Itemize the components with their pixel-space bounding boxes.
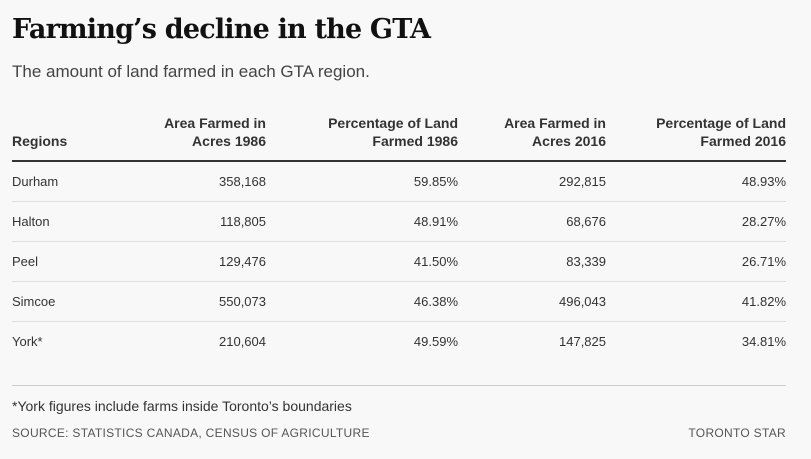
chart-subtitle: The amount of land farmed in each GTA re… <box>12 62 370 81</box>
table-row: Peel 129,476 41.50% 83,339 26.71% <box>12 241 786 282</box>
value-cell: 83,339 <box>458 241 606 282</box>
column-header-line: Acres 2016 <box>532 133 606 149</box>
value-cell: 34.81% <box>741 334 786 349</box>
footnote: *York figures include farms inside Toron… <box>12 398 352 414</box>
column-header: Area Farmed in Acres 1986 <box>112 114 266 162</box>
data-table: Regions Area Farmed in Acres 1986 Percentag… <box>12 114 786 361</box>
region-cell: Simcoe <box>12 281 112 322</box>
table-row: York* 210,604 49.59% 147,825 34.81% <box>12 322 786 362</box>
value-cell: 41.50% <box>266 241 458 282</box>
footer-divider <box>12 385 786 386</box>
table-row: Simcoe 550,073 46.38% 496,043 41.82% <box>12 281 786 322</box>
column-header-line: Farmed 2016 <box>700 133 786 149</box>
value-cell: 46.38% <box>266 281 458 322</box>
column-header-line: Area Farmed in <box>504 115 606 131</box>
value-cell: 48.93% <box>606 161 786 202</box>
column-header-line: Percentage of Land <box>656 115 786 131</box>
value-cell: 68,676 <box>458 201 606 242</box>
column-header: Area Farmed in Acres 2016 <box>458 114 606 162</box>
column-header-line: Regions <box>12 133 68 149</box>
brand-credit: TORONTO STAR <box>688 426 786 440</box>
column-header-line: Area Farmed in <box>164 115 266 131</box>
value-cell: 496,043 <box>458 281 606 322</box>
region-cell: Halton <box>12 201 112 242</box>
column-header-line <box>12 114 112 132</box>
column-header-line: Farmed 1986 <box>372 133 458 149</box>
value-cell: 358,168 <box>112 161 266 202</box>
value-cell: 28.27% <box>606 201 786 242</box>
value-cell: 147,825 <box>559 334 606 349</box>
column-header: Percentage of Land Farmed 2016 <box>606 114 786 162</box>
column-header: Regions <box>12 114 112 162</box>
column-header-line: Acres 1986 <box>192 133 266 149</box>
value-cell: 210,604 <box>219 334 266 349</box>
chart-title: Farming’s decline in the GTA <box>12 14 431 45</box>
value-cell: 41.82% <box>606 281 786 322</box>
value-cell: 118,805 <box>112 201 266 242</box>
region-cell: Peel <box>12 241 112 282</box>
value-cell: 26.71% <box>606 241 786 282</box>
table-row: Durham 358,168 59.85% 292,815 48.93% <box>12 161 786 202</box>
value-cell: 292,815 <box>458 161 606 202</box>
region-cell: Durham <box>12 161 112 202</box>
value-cell: 48.91% <box>266 201 458 242</box>
value-cell: 49.59% <box>413 334 458 349</box>
source-credit: SOURCE: STATISTICS CANADA, CENSUS OF AGR… <box>12 426 370 440</box>
region-cell: York* <box>12 334 43 349</box>
value-cell: 129,476 <box>112 241 266 282</box>
column-header: Percentage of Land Farmed 1986 <box>266 114 458 162</box>
value-cell: 550,073 <box>112 281 266 322</box>
table-row: Halton 118,805 48.91% 68,676 28.27% <box>12 201 786 242</box>
column-header-line: Percentage of Land <box>328 115 458 131</box>
value-cell: 59.85% <box>266 161 458 202</box>
